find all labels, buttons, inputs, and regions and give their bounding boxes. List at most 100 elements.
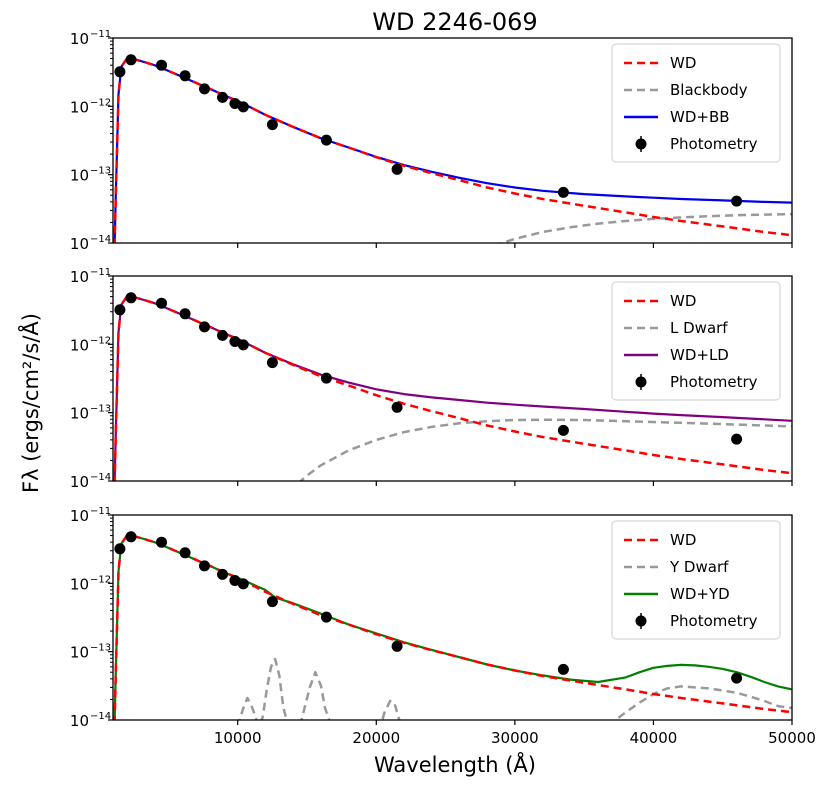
- y-tick-exponent: −14: [90, 472, 111, 483]
- y-tick-exponent: −11: [90, 267, 111, 278]
- photometry-point: [156, 59, 167, 71]
- y-tick-label: 10: [70, 98, 89, 116]
- photometry-point: [266, 119, 278, 131]
- photometry-point: [237, 339, 249, 351]
- legend-label-combined: WD+YD: [670, 585, 730, 603]
- photometry-point: [320, 134, 332, 146]
- photometry-point: [731, 433, 743, 445]
- legend-label-combined: WD+BB: [670, 108, 730, 126]
- photometry-point: [179, 308, 191, 320]
- legend-label-wd: WD: [670, 54, 696, 72]
- legend-box: [611, 520, 781, 640]
- y-tick-label: 10: [70, 235, 89, 253]
- legend-swatch-photometry: [635, 376, 647, 388]
- y-tick-exponent: −12: [90, 97, 111, 108]
- photometry-point: [266, 596, 278, 608]
- photometry-point: [391, 401, 403, 413]
- photometry-point: [266, 357, 278, 369]
- legend-label-wd: WD: [670, 531, 696, 549]
- legend-label-wd: WD: [670, 292, 696, 310]
- y-tick-label: 10: [70, 167, 89, 185]
- legend-label-photometry: Photometry: [670, 612, 758, 630]
- legend-label-companion: Blackbody: [670, 81, 748, 99]
- y-tick-label: 10: [70, 575, 89, 593]
- y-tick-label: 10: [70, 405, 89, 423]
- x-tick-label: 40000: [630, 729, 678, 747]
- photometry-point: [156, 536, 167, 548]
- photometry-point: [217, 568, 228, 580]
- figure-title: WD 2246-069: [372, 8, 537, 36]
- legend-swatch-photometry: [635, 615, 647, 627]
- y-tick-label: 10: [70, 712, 89, 730]
- photometry-point: [114, 543, 126, 555]
- y-tick-label: 10: [70, 644, 89, 662]
- legend: WD L Dwarf WD+LD Photometry: [611, 281, 781, 401]
- photometry-point: [237, 578, 249, 590]
- legend-label-combined: WD+LD: [670, 346, 729, 364]
- panel-frame: [112, 275, 793, 482]
- panel-frame: [112, 37, 793, 244]
- y-tick-exponent: −14: [90, 234, 111, 245]
- companion-model-line: [298, 418, 792, 481]
- legend: WD Y Dwarf WD+YD Photometry: [611, 520, 781, 640]
- y-tick-exponent: −12: [90, 574, 111, 585]
- y-tick-exponent: −11: [90, 506, 111, 517]
- x-axis-title: Wavelength (Å): [374, 751, 536, 777]
- companion-model-line: [238, 657, 792, 720]
- photometry-point: [557, 424, 569, 436]
- panel-frame: [112, 514, 793, 721]
- plot-area: [113, 531, 792, 720]
- photometry-point: [114, 66, 126, 78]
- photometry-point: [199, 321, 210, 333]
- photometry-point: [217, 91, 228, 103]
- photometry-point: [237, 101, 249, 113]
- x-tick-label: 50000: [768, 729, 816, 747]
- legend-swatch-photometry: [635, 138, 647, 150]
- photometry-point: [199, 560, 210, 572]
- legend-label-photometry: Photometry: [670, 135, 758, 153]
- legend-label-photometry: Photometry: [670, 373, 758, 391]
- photometry-point: [199, 83, 210, 95]
- y-tick-exponent: −11: [90, 29, 111, 40]
- x-tick-label: 20000: [352, 729, 400, 747]
- photometry-point: [229, 336, 241, 347]
- photometry-point: [391, 640, 403, 652]
- legend-box: [611, 281, 781, 401]
- y-tick-exponent: −12: [90, 335, 111, 346]
- photometry-point: [114, 304, 126, 316]
- y-tick-label: 10: [70, 507, 89, 525]
- photometry-point: [391, 163, 403, 175]
- photometry-point: [320, 372, 332, 384]
- y-tick-label: 10: [70, 473, 89, 491]
- photometry-point: [125, 292, 137, 304]
- photometry-point: [229, 98, 241, 109]
- photometry-point: [557, 186, 569, 198]
- legend: WD Blackbody WD+BB Photometry: [611, 43, 781, 163]
- x-tick-label: 30000: [491, 729, 539, 747]
- y-tick-label: 10: [70, 30, 89, 48]
- y-tick-exponent: −13: [90, 166, 111, 177]
- legend-label-companion: L Dwarf: [670, 319, 728, 337]
- photometry-point: [179, 547, 191, 559]
- photometry-point: [125, 531, 137, 543]
- plot-area: [113, 292, 792, 481]
- legend-box: [611, 43, 781, 163]
- legend-label-companion: Y Dwarf: [669, 558, 729, 576]
- photometry-point: [731, 672, 743, 684]
- x-tick-label: 10000: [214, 729, 262, 747]
- photometry-point: [179, 70, 191, 82]
- photometry-point: [320, 611, 332, 623]
- photometry-point: [557, 663, 569, 675]
- photometry-point: [125, 54, 137, 66]
- y-axis-title: Fλ (ergs/cm²/s/Å): [17, 313, 43, 493]
- photometry-point: [229, 575, 241, 586]
- companion-model-line: [497, 212, 792, 243]
- y-tick-label: 10: [70, 336, 89, 354]
- y-tick-exponent: −13: [90, 643, 111, 654]
- y-tick-label: 10: [70, 268, 89, 286]
